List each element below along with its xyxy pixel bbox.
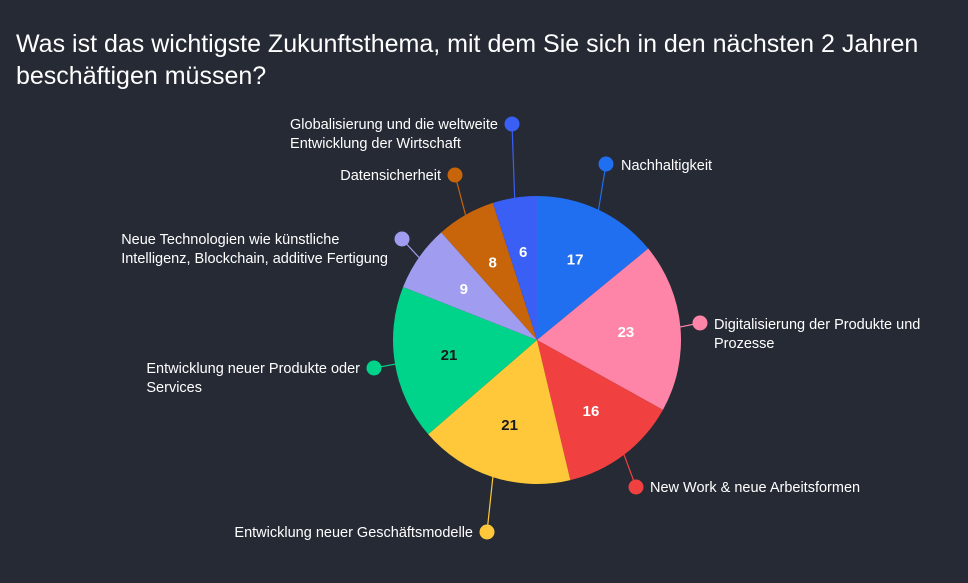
chart-title: Was ist das wichtigste Zukunftsthema, mi…	[16, 30, 919, 90]
slice-value-label: 6	[519, 244, 527, 261]
slice-category-label: Datensicherheit	[340, 168, 441, 184]
slice-category-label: Entwicklung neuer Geschäftsmodelle	[234, 525, 473, 541]
pie-slice	[428, 340, 571, 485]
slice-category-label: Nachhaltigkeit	[621, 158, 712, 174]
slice-category-label: New Work & neue Arbeitsformen	[650, 480, 860, 496]
pie-slice	[537, 196, 649, 340]
slice-value-label: 21	[441, 347, 458, 364]
pie-slice	[393, 287, 537, 435]
leader-line	[486, 477, 494, 533]
slice-value-label: 17	[567, 251, 584, 268]
slice-category-label: Digitalisierung der Produkte und Prozesse	[714, 317, 920, 352]
legend-dot	[692, 315, 708, 331]
legend-dot	[447, 167, 463, 183]
leader-line	[597, 163, 607, 210]
pie-slice	[441, 202, 537, 340]
pie-slice	[537, 340, 663, 481]
slice-category-label: Entwicklung neuer Produkte oder Services	[146, 361, 360, 396]
slice-value-label: 21	[501, 417, 518, 434]
slice-category-label: Globalisierung und die weltweite Entwickl…	[290, 117, 498, 152]
pie-slice	[403, 232, 537, 340]
pie-slice	[537, 248, 681, 410]
legend-dot	[628, 479, 644, 495]
slice-value-label: 16	[583, 403, 600, 420]
legend-dot	[479, 524, 495, 540]
slice-value-label: 23	[618, 324, 635, 341]
slice-category-label: Neue Technologien wie künstliche Intellig…	[121, 232, 388, 267]
slice-value-label: 9	[460, 281, 468, 298]
slice-value-label: 8	[489, 254, 497, 271]
legend-dot	[366, 360, 382, 376]
pie-slice	[492, 196, 537, 340]
legend-dot	[504, 116, 520, 132]
legend-dot	[598, 156, 614, 172]
legend-dot	[394, 231, 410, 247]
leader-line	[511, 123, 516, 198]
